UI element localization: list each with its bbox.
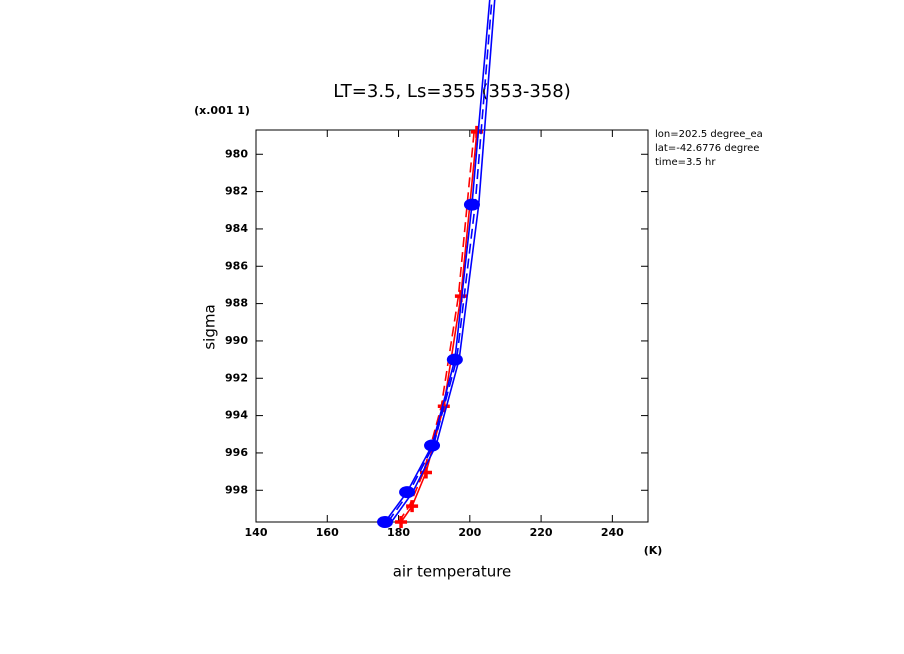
y-tick-label: 980 [225,147,248,160]
x-unit: (K) [644,544,663,557]
circle-marker [377,516,394,528]
y-tick-label: 982 [225,185,248,198]
y-axis-label: sigma [201,304,219,349]
y-tick-label: 990 [225,334,248,347]
info-line: lon=202.5 degree_ea [655,129,763,140]
y-tick-label: 988 [225,297,248,310]
info-line: lat=-42.6776 degree [655,143,759,154]
cross-marker [406,500,419,513]
x-axis-label: air temperature [393,563,512,581]
y-tick-label: 996 [225,446,248,459]
chart-title: LT=3.5, Ls=355 (353-358) [333,81,571,102]
y-tick-label: 986 [225,259,248,272]
y-tick-label: 994 [225,409,248,422]
y-scale-note: (x.001 1) [194,104,250,117]
x-tick-label: 220 [530,526,553,539]
y-tick-label: 984 [225,222,248,235]
x-tick-label: 240 [601,526,624,539]
plot-frame [255,129,649,523]
x-tick-label: 160 [316,526,339,539]
y-tick-label: 998 [225,483,248,496]
profile-line [400,131,478,523]
x-tick-label: 140 [245,526,268,539]
profile-line [397,131,475,523]
x-tick-label: 180 [387,526,410,539]
x-tick-label: 200 [458,526,481,539]
y-tick-label: 992 [225,371,248,384]
profile-line [390,0,496,523]
info-block: lon=202.5 degree_ea lat=-42.6776 degree … [655,129,763,168]
profile-line [387,0,493,523]
info-line: time=3.5 hr [655,157,716,168]
